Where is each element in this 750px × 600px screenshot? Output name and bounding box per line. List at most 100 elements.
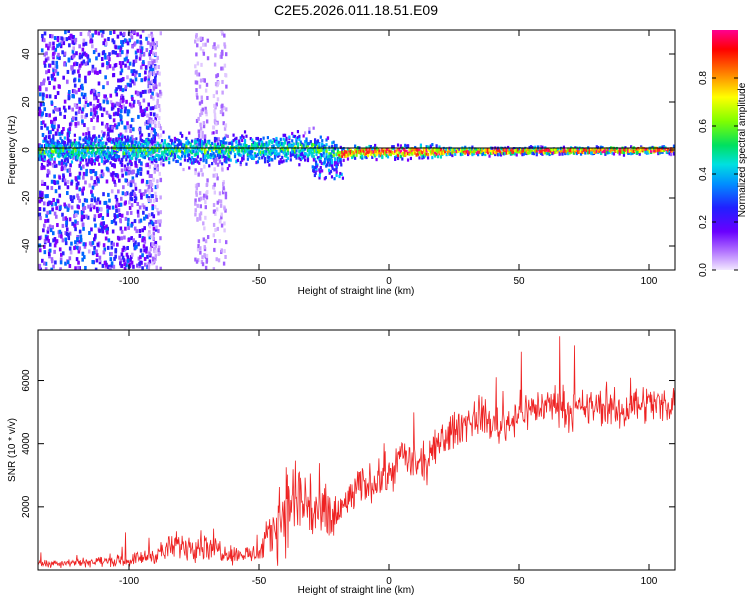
spectrogram-cell bbox=[630, 150, 633, 154]
spectrogram-cell bbox=[150, 220, 154, 225]
spectrogram-cell bbox=[332, 147, 335, 151]
spectrogram-cell bbox=[94, 223, 97, 228]
spectrogram-cell bbox=[650, 149, 653, 153]
spectrogram-cell bbox=[78, 171, 82, 176]
spectrogram-cell bbox=[56, 223, 59, 228]
spectrogram-cell bbox=[84, 265, 87, 270]
spectrogram-cell bbox=[83, 244, 87, 249]
spectrogram-cell bbox=[40, 193, 44, 198]
spectrogram-cell bbox=[670, 152, 673, 157]
spectrogram-cell bbox=[127, 65, 131, 70]
spectrogram-cell bbox=[56, 128, 59, 132]
spectrogram-cell bbox=[213, 116, 217, 121]
spectrogram-cell bbox=[154, 256, 157, 261]
spectrogram-cell bbox=[273, 156, 277, 160]
spectrogram-cell bbox=[102, 41, 106, 46]
spectrogram-cell bbox=[558, 152, 561, 156]
spectrogram-cell bbox=[57, 84, 61, 89]
spectrogram-cell bbox=[114, 194, 118, 199]
spectrogram-cell bbox=[508, 150, 511, 154]
spectrogram-cell bbox=[151, 194, 154, 199]
spectrogram-cell bbox=[148, 235, 152, 240]
spectrogram-cell bbox=[319, 165, 322, 170]
spectrogram-cell bbox=[241, 147, 244, 151]
spectrogram-cell bbox=[109, 30, 112, 35]
spectrogram-cell bbox=[110, 163, 114, 167]
spectrogram-cell bbox=[272, 150, 275, 154]
spectrogram-cell bbox=[199, 250, 202, 255]
spectrogram-cell bbox=[150, 31, 153, 36]
spectrogram-cell bbox=[60, 129, 64, 134]
spectrogram-cell bbox=[72, 148, 75, 152]
spectrogram-cell bbox=[362, 151, 365, 155]
spectrogram-cell bbox=[206, 178, 209, 183]
spectrogram-cell bbox=[116, 235, 120, 240]
spectrogram-cell bbox=[65, 223, 68, 228]
spectrogram-cell bbox=[422, 155, 425, 159]
spectrogram-cell bbox=[100, 150, 104, 154]
spectrogram-cell bbox=[74, 156, 78, 161]
spectrogram-cell bbox=[92, 125, 96, 130]
spectrogram-cell bbox=[522, 149, 525, 153]
spectrogram-cell bbox=[72, 54, 75, 59]
spectrogram-cell bbox=[519, 148, 523, 152]
spectrogram-cell bbox=[48, 248, 52, 253]
spectrogram-cell bbox=[134, 240, 137, 245]
spectrogram-cell bbox=[122, 258, 126, 263]
spectrogram-cell bbox=[302, 134, 305, 138]
spectrogram-cell bbox=[185, 144, 188, 148]
spectrogram-cell bbox=[43, 31, 47, 36]
spectrogram-cell bbox=[489, 151, 493, 155]
spectrogram-cell bbox=[66, 149, 69, 154]
spectrogram-cell bbox=[140, 195, 143, 200]
spectrogram-cell bbox=[338, 151, 341, 155]
spectrogram-cell bbox=[303, 140, 307, 144]
spectrogram-cell bbox=[114, 45, 118, 50]
spectrogram-cell bbox=[647, 147, 650, 151]
spectrogram-cell bbox=[339, 158, 342, 162]
spectrogram-cell bbox=[69, 195, 73, 200]
spectrogram-cell bbox=[289, 154, 292, 158]
spectrogram-cell bbox=[72, 141, 75, 145]
spectrogram-cell bbox=[638, 149, 641, 154]
spectrogram-cell bbox=[168, 149, 171, 153]
spectrogram-cell bbox=[262, 143, 265, 147]
spectrogram-cell bbox=[386, 147, 390, 152]
spectrogram-cell bbox=[46, 202, 50, 207]
spectrogram-cell bbox=[131, 192, 135, 197]
spectrogram-cell bbox=[39, 158, 42, 162]
spectrogram-cell bbox=[507, 148, 510, 152]
spectrogram-cell bbox=[113, 215, 117, 220]
spectrogram-cell bbox=[159, 94, 162, 99]
spectrogram-cell bbox=[157, 135, 161, 140]
spectrogram-cell bbox=[52, 71, 56, 76]
spectrogram-cell bbox=[279, 157, 282, 162]
spectrogram-cell bbox=[225, 149, 228, 153]
spectrogram-cell bbox=[149, 150, 152, 155]
spectrogram-cell bbox=[172, 154, 175, 158]
spectrogram-cell bbox=[52, 264, 55, 269]
spectrogram-cell bbox=[132, 144, 135, 148]
spectrogram-cell bbox=[221, 112, 225, 117]
spectrogram-cell bbox=[103, 225, 107, 230]
spectrogram-cell bbox=[54, 260, 57, 265]
spectrogram-cell bbox=[256, 136, 259, 141]
spectrogram-cell bbox=[436, 150, 440, 154]
spectrogram-cell bbox=[148, 123, 152, 128]
spectrogram-cell bbox=[66, 152, 69, 156]
spectrogram-cell bbox=[341, 176, 345, 180]
spectrogram-cell bbox=[52, 135, 55, 139]
snr-x-tick-label: -50 bbox=[252, 576, 267, 587]
spectrogram-cell bbox=[484, 148, 487, 152]
spectrogram-cell bbox=[90, 198, 94, 203]
spectrogram-cell bbox=[330, 163, 334, 167]
spectrogram-cell bbox=[378, 154, 381, 158]
spectrogram-cell bbox=[313, 140, 317, 144]
spectrogram-cell bbox=[138, 130, 142, 135]
spectrogram-cell bbox=[251, 138, 254, 142]
spectrogram-cell bbox=[99, 30, 103, 33]
spectrogram-cell bbox=[610, 149, 613, 153]
spectrogram-cell bbox=[361, 154, 364, 158]
spectrogram-cell bbox=[110, 140, 114, 144]
